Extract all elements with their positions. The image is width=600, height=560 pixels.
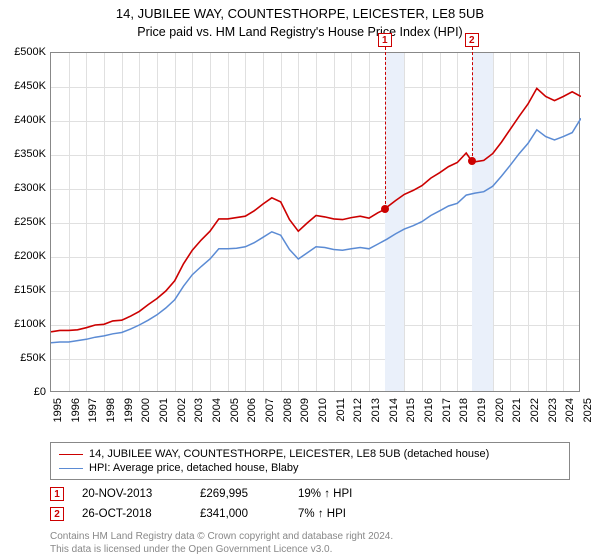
x-tick-label: 2001	[158, 398, 170, 438]
chart-title: 14, JUBILEE WAY, COUNTESTHORPE, LEICESTE…	[0, 0, 600, 21]
sale-marker: 1	[50, 487, 64, 501]
x-tick-label: 2011	[335, 398, 347, 438]
x-tick-label: 2006	[246, 398, 258, 438]
footnote: Contains HM Land Registry data © Crown c…	[50, 530, 570, 556]
x-tick-label: 2023	[547, 398, 559, 438]
legend-item: 14, JUBILEE WAY, COUNTESTHORPE, LEICESTE…	[59, 447, 561, 461]
y-tick-label: £150K	[2, 284, 46, 296]
sale-price: £341,000	[200, 508, 280, 520]
x-tick-label: 2021	[511, 398, 523, 438]
legend-item: HPI: Average price, detached house, Blab…	[59, 461, 561, 475]
sale-date: 20-NOV-2013	[82, 488, 182, 500]
y-tick-label: £450K	[2, 80, 46, 92]
legend-swatch	[59, 468, 83, 469]
x-tick-label: 2016	[423, 398, 435, 438]
sale-marker: 2	[50, 507, 64, 521]
series-line	[51, 118, 581, 342]
y-tick-label: £400K	[2, 114, 46, 126]
sale-ratio: 7% ↑ HPI	[298, 508, 388, 520]
legend-text: 14, JUBILEE WAY, COUNTESTHORPE, LEICESTE…	[89, 448, 489, 460]
legend: 14, JUBILEE WAY, COUNTESTHORPE, LEICESTE…	[50, 442, 570, 480]
chart-subtitle: Price paid vs. HM Land Registry's House …	[0, 21, 600, 39]
sale-row: 2 26-OCT-2018 £341,000 7% ↑ HPI	[50, 504, 570, 524]
plot-area: 12	[50, 52, 580, 392]
footnote-line-2: This data is licensed under the Open Gov…	[50, 544, 332, 555]
x-tick-label: 2014	[388, 398, 400, 438]
marker-dot	[468, 157, 476, 165]
x-tick-label: 2003	[193, 398, 205, 438]
marker-dash	[385, 47, 386, 209]
sale-price: £269,995	[200, 488, 280, 500]
y-tick-label: £250K	[2, 216, 46, 228]
x-tick-label: 2005	[229, 398, 241, 438]
sale-ratio: 19% ↑ HPI	[298, 488, 388, 500]
y-tick-label: £200K	[2, 250, 46, 262]
chart-container: 14, JUBILEE WAY, COUNTESTHORPE, LEICESTE…	[0, 0, 600, 560]
x-tick-label: 2018	[458, 398, 470, 438]
x-tick-label: 2013	[370, 398, 382, 438]
y-tick-label: £500K	[2, 46, 46, 58]
x-tick-label: 1997	[87, 398, 99, 438]
x-tick-label: 2022	[529, 398, 541, 438]
footnote-line-1: Contains HM Land Registry data © Crown c…	[50, 531, 393, 542]
sales-table: 1 20-NOV-2013 £269,995 19% ↑ HPI 2 26-OCT-201…	[50, 484, 570, 524]
marker-dot	[381, 205, 389, 213]
marker-label: 2	[465, 33, 479, 47]
x-tick-label: 2010	[317, 398, 329, 438]
x-tick-label: 2004	[211, 398, 223, 438]
y-tick-label: £350K	[2, 148, 46, 160]
x-tick-label: 1996	[70, 398, 82, 438]
sale-row: 1 20-NOV-2013 £269,995 19% ↑ HPI	[50, 484, 570, 504]
x-tick-label: 2017	[441, 398, 453, 438]
y-tick-label: £50K	[2, 352, 46, 364]
y-tick-label: £100K	[2, 318, 46, 330]
series-svg	[51, 53, 581, 393]
legend-swatch	[59, 454, 83, 455]
x-tick-label: 2019	[476, 398, 488, 438]
x-tick-label: 2009	[299, 398, 311, 438]
legend-text: HPI: Average price, detached house, Blab…	[89, 462, 299, 474]
x-tick-label: 2012	[352, 398, 364, 438]
x-tick-label: 2007	[264, 398, 276, 438]
x-tick-label: 2000	[140, 398, 152, 438]
x-tick-label: 2008	[282, 398, 294, 438]
marker-dash	[472, 47, 473, 161]
x-tick-label: 1998	[105, 398, 117, 438]
x-tick-label: 2024	[564, 398, 576, 438]
y-tick-label: £300K	[2, 182, 46, 194]
x-tick-label: 2015	[405, 398, 417, 438]
chart-area: 12 £0£50K£100K£150K£200K£250K£300K£350K£…	[50, 52, 580, 410]
x-tick-label: 2020	[494, 398, 506, 438]
sale-date: 26-OCT-2018	[82, 508, 182, 520]
x-tick-label: 2025	[582, 398, 594, 438]
x-tick-label: 1999	[123, 398, 135, 438]
y-tick-label: £0	[2, 386, 46, 398]
series-line	[51, 88, 581, 331]
x-tick-label: 2002	[176, 398, 188, 438]
x-tick-label: 1995	[52, 398, 64, 438]
marker-label: 1	[378, 33, 392, 47]
